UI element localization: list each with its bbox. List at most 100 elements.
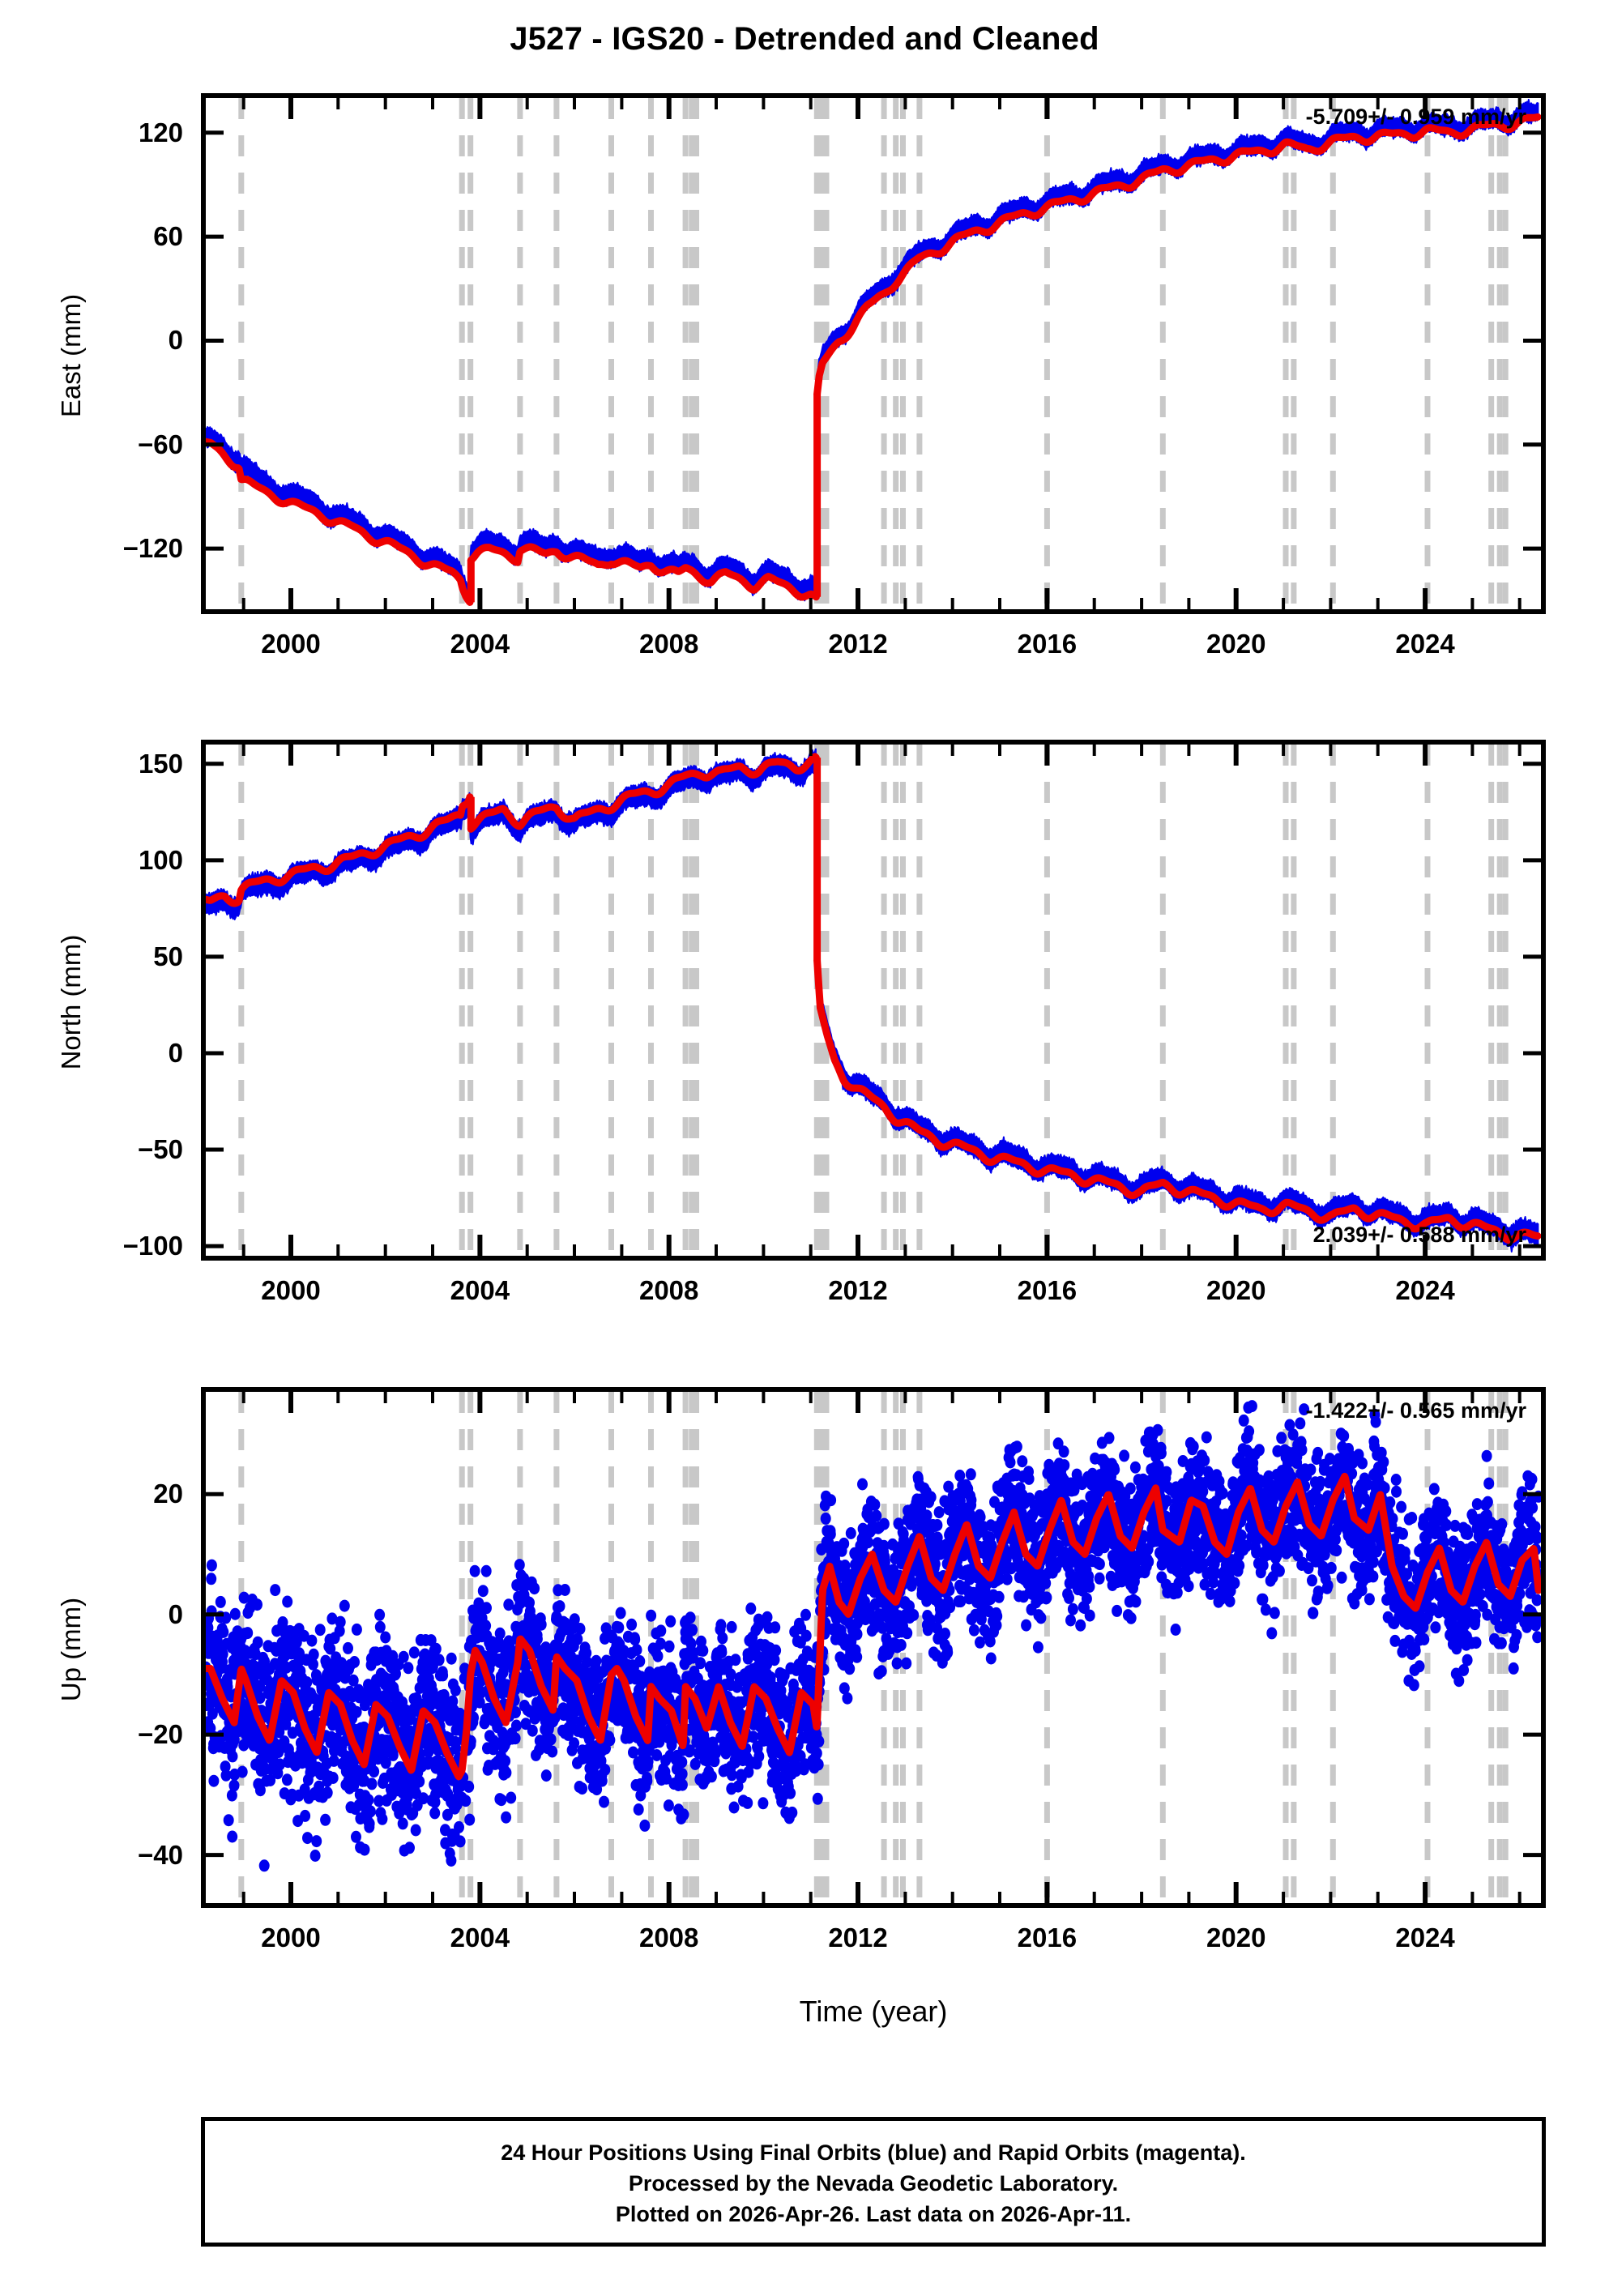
scatter-point: [1368, 1556, 1379, 1568]
scatter-point: [1274, 1564, 1285, 1577]
scatter-point: [726, 1620, 737, 1633]
scatter-point: [1257, 1593, 1269, 1606]
scatter-point: [1155, 1447, 1167, 1460]
scatter-point: [446, 1652, 457, 1665]
scatter-point: [891, 1657, 903, 1670]
scatter-point: [1094, 1558, 1105, 1571]
scatter-point: [359, 1843, 370, 1856]
east-y-tick-label: 0: [168, 325, 183, 356]
scatter-point: [1266, 1627, 1278, 1640]
scatter-point: [787, 1806, 798, 1819]
scatter-point: [742, 1796, 753, 1809]
scatter-point: [863, 1536, 873, 1549]
scatter-point: [500, 1755, 511, 1768]
north-x-tick-label: 2000: [261, 1275, 321, 1305]
scatter-point: [1430, 1621, 1441, 1634]
scatter-point: [270, 1584, 281, 1597]
scatter-point: [1023, 1472, 1035, 1485]
scatter-point: [1390, 1474, 1402, 1486]
scatter-point: [842, 1692, 853, 1705]
scatter-point: [1244, 1425, 1255, 1438]
north-plot-area: [206, 745, 1541, 1256]
scatter-point: [454, 1820, 464, 1833]
scatter-point: [311, 1835, 322, 1848]
scatter-point: [328, 1754, 339, 1767]
scatter-point: [1305, 1463, 1317, 1476]
tick-mark-group: [206, 745, 1541, 1256]
scatter-point: [933, 1506, 945, 1519]
scatter-point: [839, 1682, 850, 1695]
scatter-point: [374, 1608, 386, 1621]
scatter-point: [895, 1639, 907, 1651]
scatter-point: [327, 1772, 339, 1784]
scatter-point: [775, 1684, 787, 1697]
scatter-point: [596, 1774, 608, 1787]
scatter-point: [876, 1665, 887, 1678]
scatter-point: [291, 1636, 302, 1649]
scatter-point: [320, 1813, 331, 1826]
scatter-point: [481, 1602, 492, 1615]
scatter-point: [1188, 1440, 1199, 1453]
scatter-point: [380, 1631, 391, 1644]
scatter-point: [1109, 1463, 1120, 1476]
scatter-point: [1143, 1556, 1154, 1568]
data-band-final-orbits: [206, 748, 817, 920]
scatter-point: [206, 1722, 216, 1735]
scatter-point: [626, 1618, 638, 1631]
north-panel: 2.039+/- 0.588 mm/yr: [201, 740, 1546, 1261]
scatter-point: [1103, 1432, 1115, 1445]
scatter-point: [220, 1769, 232, 1782]
north-y-tick-label: 150: [138, 748, 183, 779]
scatter-point: [1041, 1591, 1052, 1604]
scatter-point: [678, 1808, 689, 1821]
scatter-point: [1001, 1573, 1013, 1585]
scatter-point: [711, 1747, 721, 1760]
scatter-point: [839, 1560, 851, 1572]
scatter-point: [501, 1766, 512, 1779]
north-x-tick-label: 2016: [1017, 1275, 1078, 1305]
east-rate-annotation: -5.709+/- 0.959 mm/yr: [1305, 105, 1526, 129]
scatter-point: [1058, 1445, 1069, 1458]
scatter-point: [706, 1770, 717, 1783]
scatter-point: [1032, 1641, 1044, 1654]
up-panel: -1.422+/- 0.565 mm/yr: [201, 1387, 1546, 1908]
scatter-point: [857, 1478, 868, 1491]
scatter-point: [1238, 1414, 1249, 1427]
scatter-point: [227, 1830, 238, 1843]
scatter-point: [630, 1633, 641, 1646]
scatter-point: [349, 1656, 360, 1668]
scatter-point: [1229, 1577, 1240, 1590]
data-points-final-orbits: [206, 99, 1539, 606]
scatter-point: [336, 1657, 347, 1670]
scatter-point: [215, 1595, 226, 1608]
scatter-point: [425, 1634, 437, 1647]
scatter-point: [851, 1650, 863, 1663]
scatter-point: [374, 1620, 386, 1633]
scatter-point: [339, 1599, 350, 1612]
scatter-point: [226, 1789, 237, 1802]
scatter-point: [826, 1494, 837, 1507]
scatter-point: [404, 1841, 415, 1854]
scatter-point: [631, 1644, 642, 1656]
scatter-point: [1035, 1611, 1047, 1624]
scatter-point: [351, 1623, 362, 1636]
scatter-point: [1406, 1512, 1418, 1524]
scatter-point: [274, 1758, 285, 1771]
scatter-point: [661, 1772, 672, 1785]
scatter-point: [813, 1735, 825, 1748]
scatter-point: [770, 1644, 782, 1657]
scatter-point: [229, 1607, 241, 1620]
scatter-point: [228, 1733, 240, 1746]
scatter-point: [469, 1564, 480, 1577]
scatter-point: [446, 1854, 457, 1867]
scatter-point: [574, 1623, 586, 1635]
scatter-point: [569, 1737, 580, 1750]
east-y-tick-label: −60: [138, 429, 183, 459]
scatter-point: [1398, 1527, 1408, 1540]
scatter-point: [265, 1774, 276, 1786]
scatter-point: [901, 1657, 912, 1670]
data-points-final-orbits: [206, 748, 1539, 1253]
scatter-point: [942, 1646, 954, 1659]
scatter-point: [743, 1765, 754, 1778]
